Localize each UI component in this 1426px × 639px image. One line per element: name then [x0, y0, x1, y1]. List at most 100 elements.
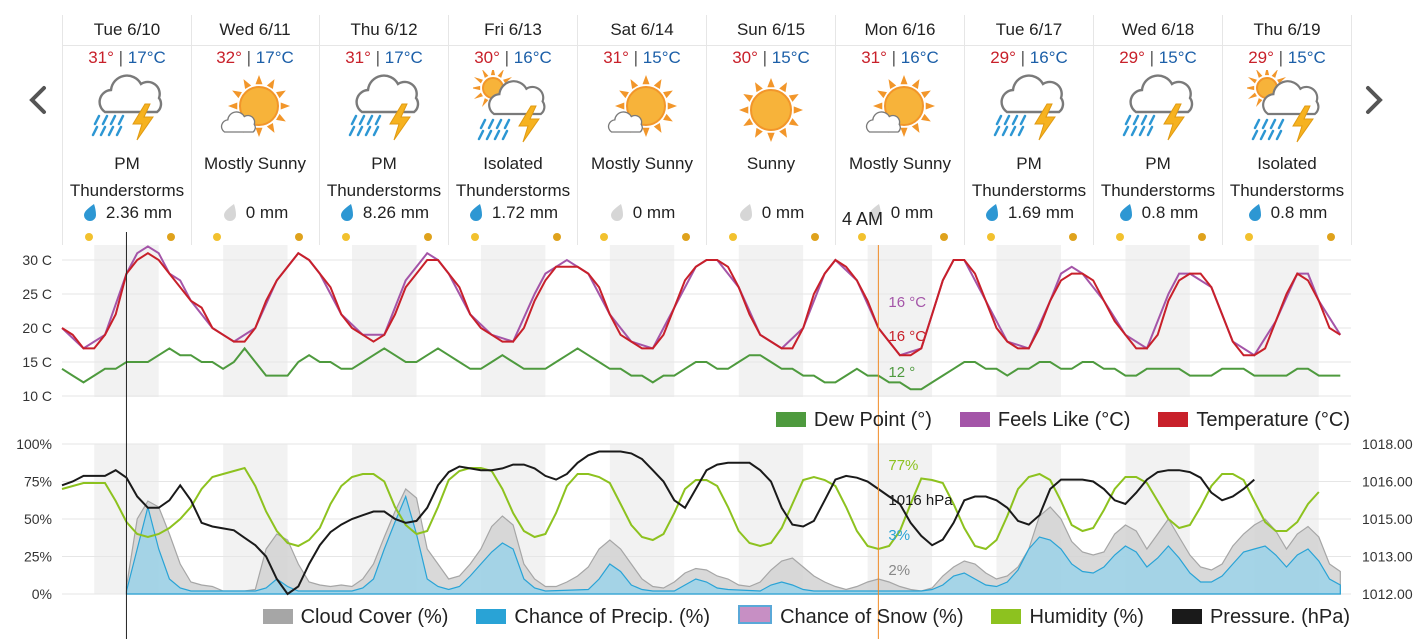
legend-item[interactable]: Chance of Precip. (%) — [476, 606, 710, 629]
sunrise-icon — [85, 233, 93, 241]
day-condition-line: Mostly Sunny — [848, 154, 952, 173]
legend-label: Dew Point (°) — [813, 409, 932, 431]
hover-time-label: 4 AM — [842, 209, 884, 229]
day-date: Sat 6/14 — [578, 15, 706, 46]
legend-swatch — [991, 609, 1022, 624]
day-high: 30° — [732, 48, 758, 67]
pressure-line — [61, 450, 1255, 596]
day-card[interactable]: Tue 6/10 31° | 17°C PM Thunderstorms 2.36… — [62, 15, 192, 245]
day-condition: PM Thunderstorms — [318, 150, 450, 204]
y-right-tick-label: 1013.00 — [1362, 549, 1413, 565]
day-card[interactable]: Wed 6/18 29° | 15°C PM Thunderstorms 0.8 … — [1094, 15, 1223, 245]
humidity-chart-legend: Cloud Cover (%) Chance of Precip. (%) Chan… — [235, 605, 1350, 629]
day-high: 31° — [861, 48, 887, 67]
day-temps: 31° | 17°C — [345, 48, 423, 67]
day-condition-line: Thunderstorms — [1100, 181, 1216, 200]
y-right-tick-label: 1012.00 — [1362, 586, 1413, 602]
legend-item[interactable]: Cloud Cover (%) — [262, 606, 448, 629]
legend-item[interactable]: Dew Point (°) — [775, 409, 932, 432]
next-days-button[interactable] — [1358, 80, 1388, 120]
day-card[interactable]: Wed 6/11 32° | 17°C Mostly Sunny 0 mm — [191, 15, 320, 245]
day-card[interactable]: Fri 6/13 30° | 16°C Isolated Thunderstorm… — [449, 15, 578, 245]
day-low: 15°C — [1158, 48, 1197, 67]
legend-item[interactable]: Pressure. (hPa) — [1171, 606, 1350, 629]
legend-item[interactable]: Feels Like (°C) — [959, 409, 1130, 432]
sunrise-icon — [213, 233, 221, 241]
day-date: Thu 6/19 — [1223, 15, 1351, 46]
legend-swatch — [775, 412, 806, 427]
legend-swatch — [959, 412, 990, 427]
day-card[interactable]: Sun 6/15 30° | 15°C Sunny 0 mm — [707, 15, 836, 245]
day-precip-amount: 8.26 mm — [362, 203, 430, 222]
day-precip-amount: 0 mm — [890, 203, 934, 222]
y-tick-label: 100% — [16, 436, 52, 452]
temperature-chart-legend: Dew Point (°) Feels Like (°C) Temperature … — [748, 409, 1350, 432]
legend-item[interactable]: Temperature (°C) — [1158, 409, 1350, 432]
sunset-icon — [424, 233, 432, 241]
day-condition-line: Isolated — [483, 154, 543, 173]
day-condition-line: Thunderstorms — [1229, 181, 1345, 200]
y-tick-label: 0% — [32, 586, 52, 602]
day-precip: 0 mm — [707, 203, 835, 223]
day-condition-line: Mostly Sunny — [203, 154, 307, 173]
raindrop-icon — [1118, 203, 1142, 222]
sunset-icon — [940, 233, 948, 241]
day-condition-line: PM — [1145, 154, 1171, 173]
isolated-thunderstorm-icon — [473, 70, 546, 143]
day-condition-line: Thunderstorms — [971, 181, 1087, 200]
day-high: 31° — [345, 48, 371, 67]
y-tick-label: 25% — [24, 549, 52, 565]
y-right-tick-label: 1015.00 — [1362, 511, 1413, 527]
day-condition: PM Thunderstorms — [1092, 150, 1224, 204]
day-precip: 0.8 mm — [1223, 203, 1351, 223]
sunset-icon — [295, 233, 303, 241]
day-precip: 1.69 mm — [965, 203, 1093, 223]
day-precip-amount: 0 mm — [761, 203, 805, 222]
night-band — [352, 245, 417, 397]
day-condition-line: PM — [1016, 154, 1042, 173]
day-condition-line: Sunny — [746, 154, 796, 173]
day-condition-line: Mostly Sunny — [590, 154, 694, 173]
day-high: 32° — [216, 48, 242, 67]
day-card[interactable]: Thu 6/19 29° | 15°C Isolated Thunderstorm… — [1223, 15, 1352, 245]
precip-chance-area — [125, 494, 1341, 595]
thunderstorm-icon — [348, 74, 420, 141]
day-precip: 8.26 mm — [320, 203, 448, 223]
y-tick-label: 30 C — [22, 252, 52, 268]
day-date: Tue 6/10 — [63, 15, 191, 46]
raindrop-gray-icon — [222, 203, 246, 222]
day-high: 29° — [1248, 48, 1274, 67]
legend-swatch — [1158, 412, 1189, 427]
day-temps: 29° | 16°C — [990, 48, 1068, 67]
sunrise-icon — [1116, 233, 1124, 241]
day-high: 31° — [603, 48, 629, 67]
day-precip-amount: 0.8 mm — [1141, 203, 1199, 222]
day-date: Wed 6/11 — [191, 15, 319, 46]
day-precip: 1.72 mm — [449, 203, 577, 223]
day-card[interactable]: Tue 6/17 29° | 16°C PM Thunderstorms 1.69… — [965, 15, 1094, 245]
day-card[interactable]: Thu 6/12 31° | 17°C PM Thunderstorms 8.26… — [320, 15, 449, 245]
series-line-dew-point- — [61, 346, 1341, 391]
sunrise-icon — [729, 233, 737, 241]
legend-item[interactable]: Humidity (%) — [991, 606, 1144, 629]
day-low: 17°C — [384, 48, 423, 67]
day-condition: Mostly Sunny — [189, 150, 321, 177]
y-tick-label: 10 C — [22, 388, 52, 404]
day-card[interactable]: Mon 6/16 31° | 16°C Mostly Sunny 0 mm — [836, 15, 965, 245]
raindrop-icon — [984, 203, 1008, 222]
day-low: 15°C — [1287, 48, 1326, 67]
day-temps: 29° | 15°C — [1248, 48, 1326, 67]
sunrise-icon — [987, 233, 995, 241]
day-temps: 31° | 15°C — [603, 48, 681, 67]
prev-days-button[interactable] — [24, 80, 54, 120]
day-card[interactable]: Sat 6/14 31° | 15°C Mostly Sunny 0 mm — [578, 15, 707, 245]
sunny-icon — [739, 78, 803, 142]
series-line-temperature-c- — [61, 251, 1341, 357]
chevron-right-icon — [1366, 86, 1383, 114]
raindrop-gray-icon — [609, 203, 633, 222]
day-date: Tue 6/17 — [965, 15, 1093, 46]
legend-item[interactable]: Chance of Snow (%) — [738, 605, 963, 629]
daily-forecast-strip: Tue 6/10 31° | 17°C PM Thunderstorms 2.36… — [62, 15, 1352, 245]
legend-swatch — [738, 605, 773, 624]
